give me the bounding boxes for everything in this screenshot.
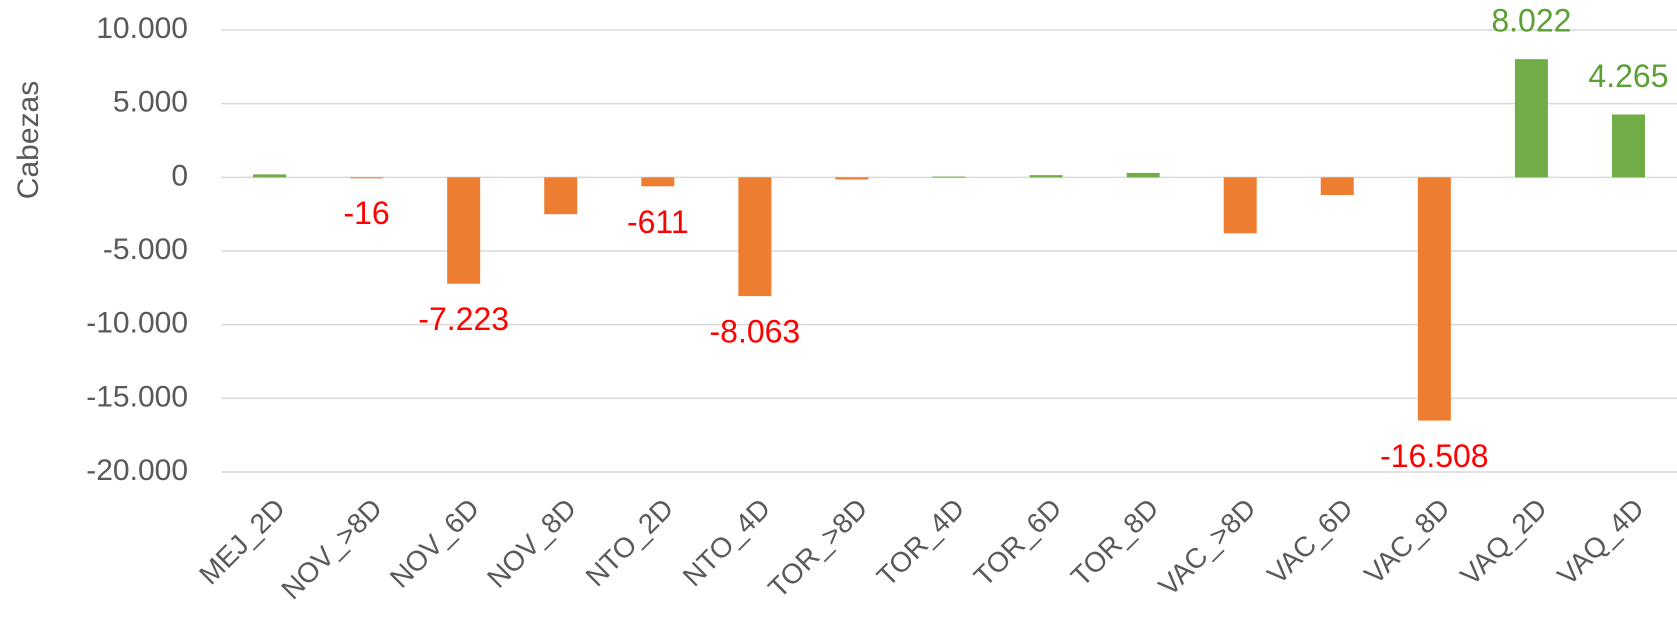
x-tick-label: TOR_8D	[1065, 493, 1165, 593]
y-tick-label: 0	[171, 159, 188, 192]
bar	[641, 177, 675, 187]
bar	[350, 177, 384, 179]
x-tick-label: NOV_6D	[384, 493, 485, 594]
bar	[1320, 177, 1354, 196]
bar	[1417, 177, 1451, 421]
x-tick-label: VAQ_2D	[1454, 493, 1553, 592]
bar	[544, 177, 578, 215]
x-tick-label: NOV_>8D	[275, 493, 388, 606]
bar	[932, 176, 966, 178]
data-label: 8.022	[1491, 3, 1571, 39]
data-label: -611	[627, 204, 689, 240]
data-label: -16.508	[1380, 438, 1489, 474]
x-tick-label: VAC_6D	[1261, 493, 1358, 590]
bar	[1126, 172, 1160, 178]
x-tick-label: VAC_>8D	[1153, 493, 1262, 602]
y-axis-title: Cabezas	[12, 81, 45, 199]
y-tick-label: 5.000	[113, 86, 188, 119]
bar	[1223, 177, 1257, 234]
y-tick-label: 10.000	[96, 12, 188, 45]
y-tick-label: -15.000	[86, 380, 188, 413]
y-tick-label: -10.000	[86, 307, 188, 340]
x-tick-label: TOR_>8D	[762, 493, 873, 604]
x-tick-label: TOR_6D	[968, 493, 1068, 593]
bar	[1611, 114, 1645, 178]
bar	[447, 177, 481, 284]
y-tick-label: -20.000	[86, 454, 188, 487]
data-label: -7.223	[418, 301, 509, 337]
bar	[1029, 175, 1063, 178]
bar	[1514, 59, 1548, 178]
x-tick-label: VAQ_4D	[1551, 493, 1650, 592]
data-label: -16	[343, 195, 389, 231]
data-label: 4.265	[1588, 58, 1668, 94]
x-tick-label: NTO_4D	[677, 493, 777, 593]
bar	[253, 174, 287, 178]
y-tick-label: -5.000	[103, 233, 188, 266]
bar	[835, 177, 869, 180]
x-tick-label: NTO_2D	[580, 493, 680, 593]
bar	[738, 177, 772, 297]
x-tick-label: VAC_8D	[1358, 493, 1455, 590]
x-tick-label: TOR_4D	[871, 493, 971, 593]
x-tick-label: MEJ_2D	[193, 493, 291, 591]
x-tick-label: NOV_8D	[481, 493, 582, 594]
data-label: -8.063	[709, 314, 800, 350]
